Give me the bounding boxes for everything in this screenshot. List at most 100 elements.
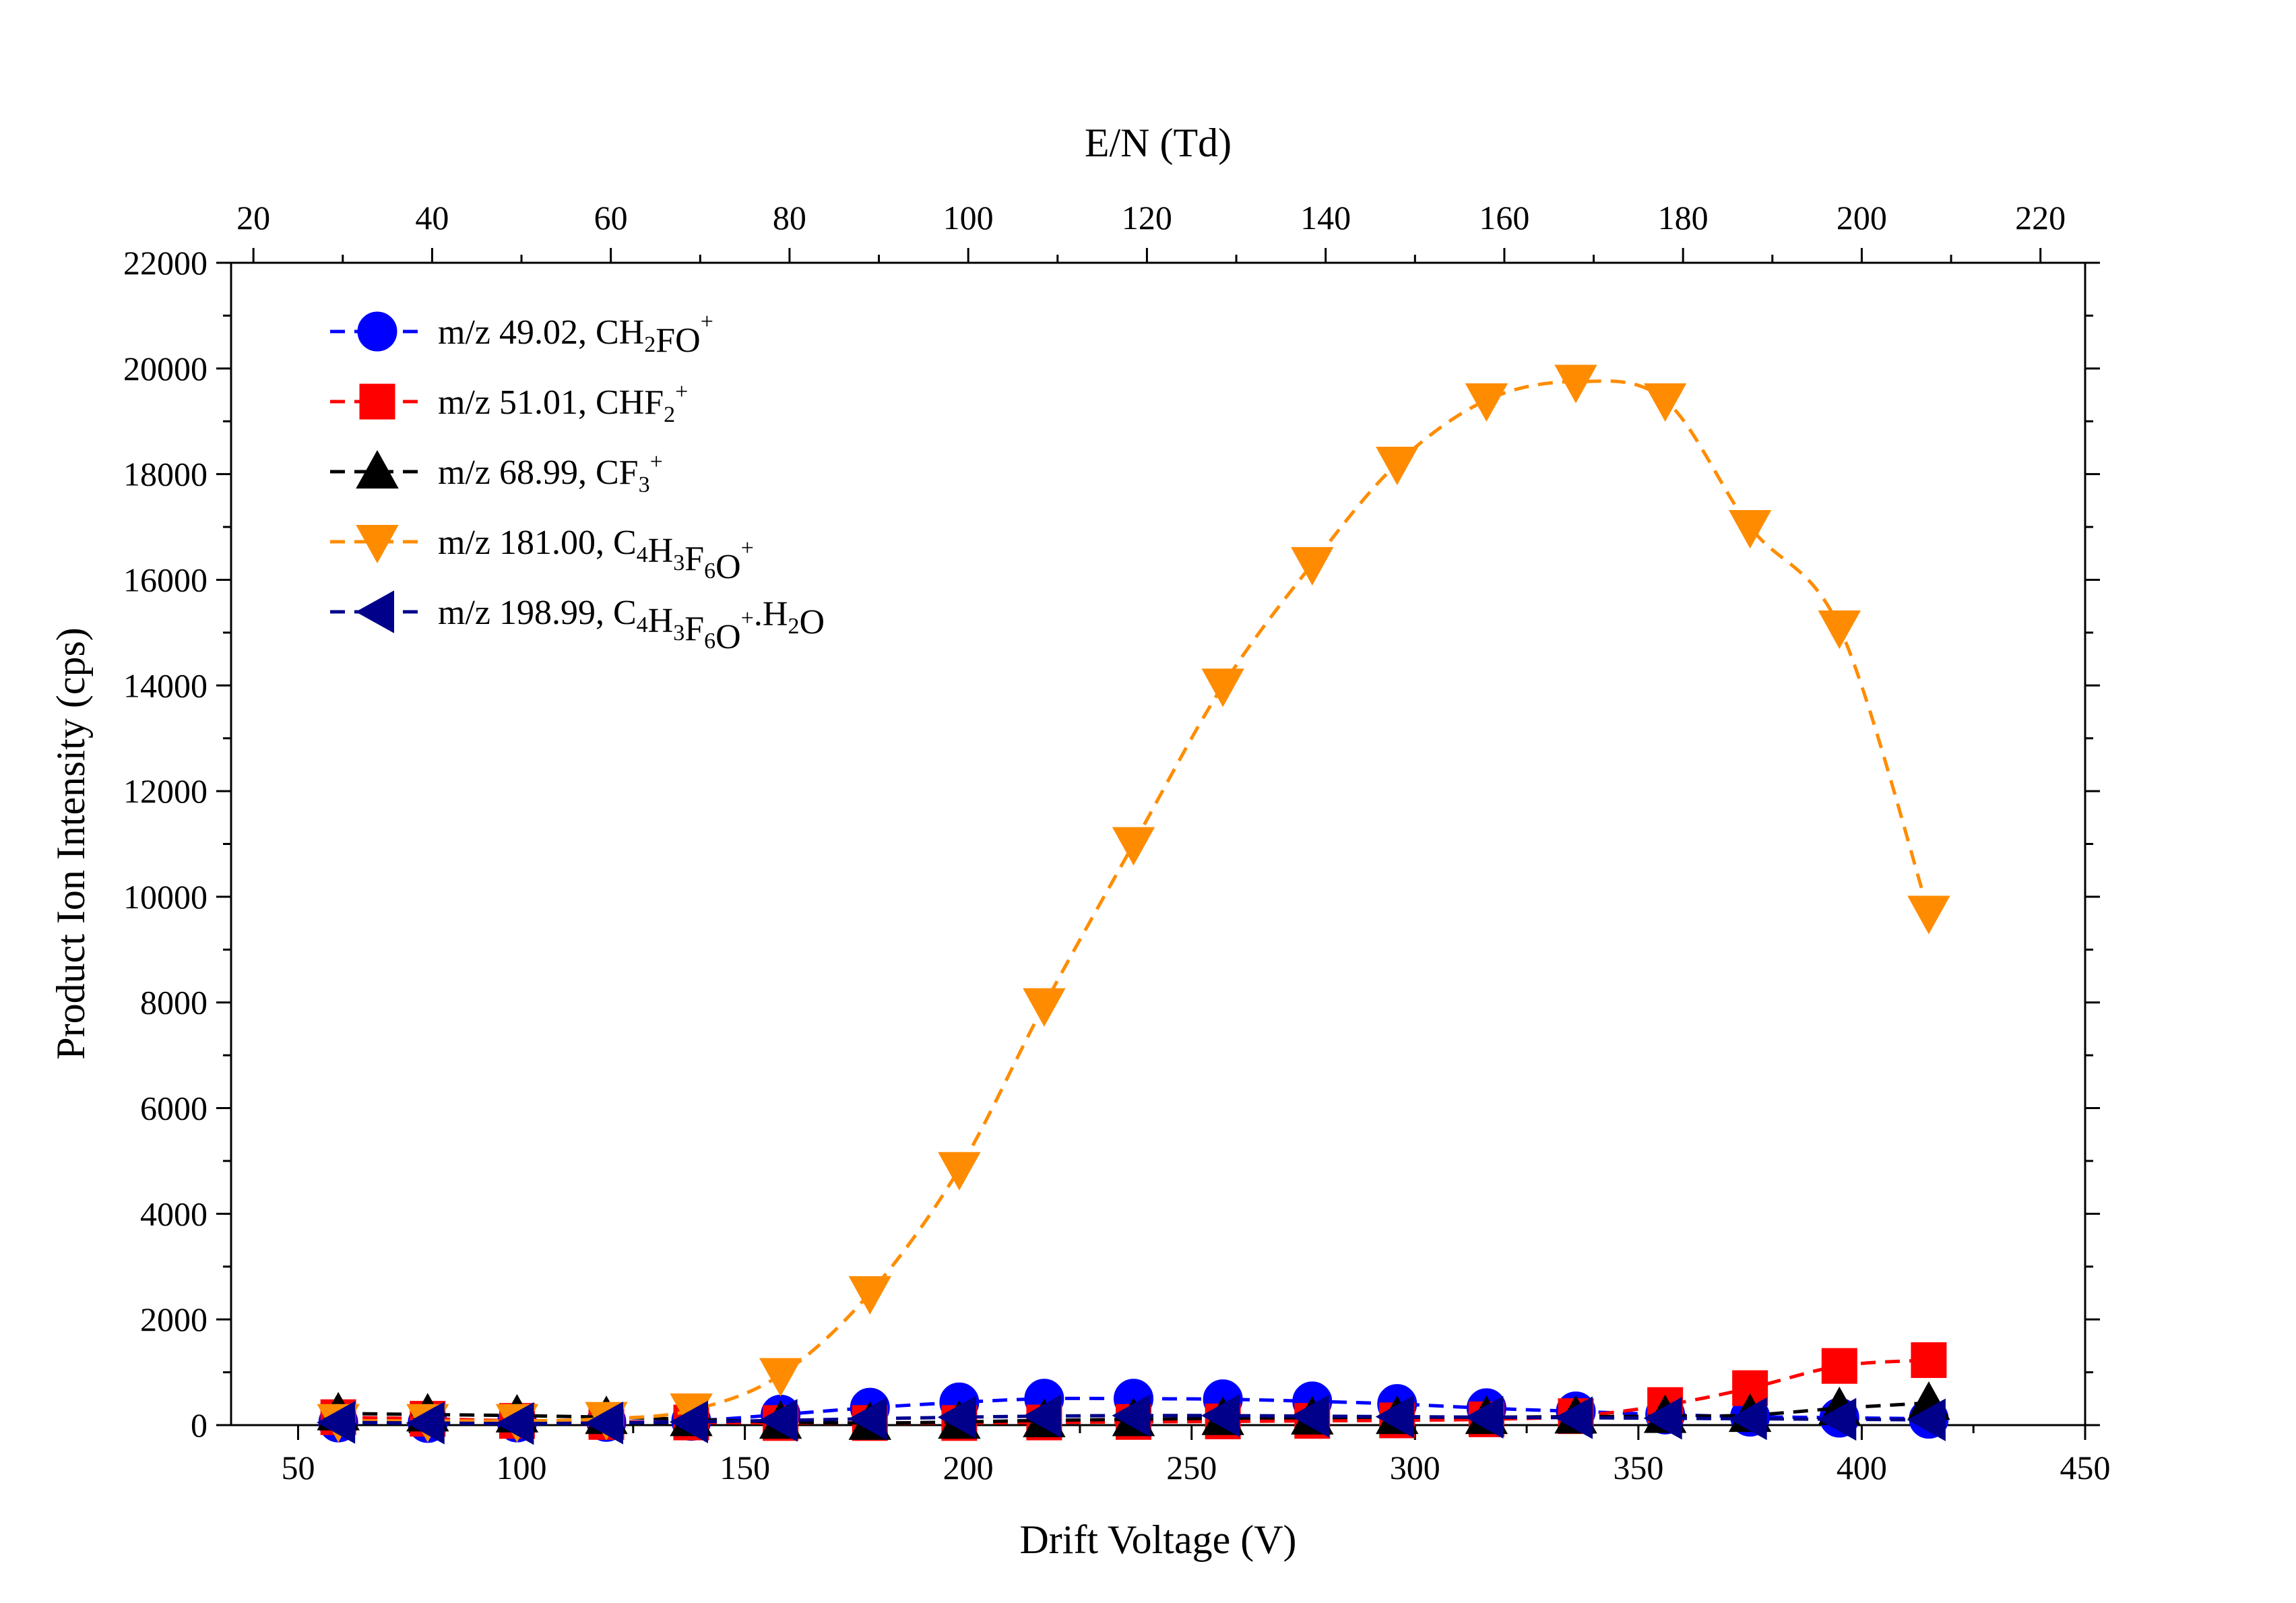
legend-text-part: FO (656, 321, 700, 360)
data-point (495, 1402, 534, 1445)
legend-text-part: F (684, 540, 704, 578)
legend-text-part: 2 (664, 402, 675, 427)
legend-text-part: m/z 51.01, CHF (438, 383, 664, 422)
data-point (1023, 988, 1066, 1027)
data-point (1643, 383, 1687, 422)
x-axis-top: 20 40 60 80 100 120 140 160 180 200 220 (236, 199, 2066, 263)
series-line (338, 379, 1931, 1423)
legend-entry: m/z 49.02, CH2FO+ (330, 309, 713, 360)
legend-text-part: 3 (673, 551, 684, 575)
x2-tick-label: 100 (943, 199, 994, 237)
x-tick-label: 150 (720, 1449, 770, 1486)
x2-tick-label: 140 (1300, 199, 1351, 237)
x-tick-label: 300 (1390, 1449, 1440, 1486)
legend-text-part: + (650, 449, 663, 474)
x2-tick-label: 40 (415, 199, 449, 237)
legend-marker (357, 311, 397, 352)
data-point (406, 1402, 445, 1445)
legend-text-part: F (684, 610, 704, 648)
legend-text-part: .H (754, 595, 788, 633)
x-tick-label: 250 (1166, 1449, 1217, 1486)
data-point (1465, 1395, 1504, 1439)
legend-text-part: 3 (673, 621, 684, 646)
data-point (1554, 1396, 1593, 1439)
data-point (1818, 1397, 1857, 1441)
y-tick-label: 22000 (123, 244, 208, 282)
x-axis-bottom: 50 100 150 200 250 300 350 400 450 (281, 1425, 2111, 1486)
legend-text-part: m/z 68.99, CF (438, 453, 639, 492)
data-point (848, 1276, 891, 1315)
data-point (1112, 1394, 1151, 1437)
data-point (1201, 1394, 1240, 1437)
x-tick-label: 200 (943, 1449, 994, 1486)
x-tick-label: 350 (1613, 1449, 1663, 1486)
legend-text-part: O (715, 618, 741, 656)
data-point (317, 1401, 356, 1444)
x2-tick-label: 180 (1658, 199, 1709, 237)
legend: m/z 49.02, CH2FO+m/z 51.01, CHF2+m/z 68.… (330, 309, 825, 656)
data-point (1201, 668, 1244, 708)
data-point (669, 1400, 709, 1443)
data-point (1290, 1394, 1329, 1438)
data-point (1022, 1394, 1061, 1438)
y-tick-label: 20000 (123, 350, 208, 387)
data-point (937, 1395, 976, 1439)
y-tick-label: 18000 (123, 455, 208, 493)
legend-text-part: m/z 181.00, C (438, 524, 637, 562)
legend-text-part: + (741, 536, 754, 561)
legend-text-part: O (799, 603, 825, 641)
legend-entry: m/z 181.00, C4H3F6O+ (330, 524, 754, 586)
y-tick-label: 16000 (123, 561, 208, 598)
y-tick-label: 6000 (140, 1090, 208, 1127)
x2-tick-label: 20 (236, 199, 270, 237)
data-point (1728, 1397, 1767, 1441)
legend-label: m/z 51.01, CHF2+ (438, 379, 688, 427)
y-axis-title: Product Ion Intensity (cps) (49, 627, 93, 1060)
data-point (759, 1358, 802, 1397)
legend-text-part: H (648, 532, 674, 570)
data-point (1376, 446, 1419, 486)
legend-text-part: O (715, 548, 741, 586)
x-tick-label: 400 (1837, 1449, 1887, 1486)
data-point (1818, 610, 1861, 650)
data-point (938, 1152, 981, 1191)
y-tick-label: 14000 (123, 666, 208, 704)
legend-label: m/z 68.99, CF3+ (438, 449, 663, 497)
legend-entry: m/z 198.99, C4H3F6O+.H2O (330, 590, 825, 656)
data-point (1375, 1395, 1414, 1439)
data-point (1291, 546, 1334, 586)
legend-text-part: 4 (637, 542, 648, 567)
x-axis-title: Drift Voltage (V) (1019, 1517, 1296, 1562)
y-tick-label: 10000 (123, 878, 208, 916)
y-tick-label: 0 (191, 1406, 208, 1444)
legend-marker (356, 525, 399, 564)
data-point (1907, 895, 1950, 935)
series-layer (317, 365, 1950, 1445)
y-tick-label: 2000 (140, 1300, 208, 1338)
legend-text-part: 2 (788, 614, 799, 639)
y-tick-label: 12000 (123, 772, 208, 810)
legend-label: m/z 181.00, C4H3F6O+ (438, 524, 754, 586)
legend-label: m/z 198.99, C4H3F6O+.H2O (438, 594, 825, 656)
data-point (1911, 1342, 1947, 1379)
data-point (1465, 383, 1508, 422)
legend-entry: m/z 51.01, CHF2+ (330, 379, 688, 427)
y-axis-left: 0 2000 4000 6000 8000 10000 12000 14000 16000 180… (123, 244, 231, 1444)
x2-tick-label: 200 (1837, 199, 1887, 237)
legend-text-part: + (741, 606, 754, 631)
legend-text-part: 6 (704, 559, 715, 584)
y-axis-right (2085, 261, 2100, 1426)
y-tick-label: 4000 (140, 1195, 208, 1232)
data-point (584, 1402, 624, 1445)
data-point (759, 1399, 798, 1442)
legend-label: m/z 49.02, CH2FO+ (438, 309, 713, 360)
data-point (1907, 1398, 1946, 1441)
x-tick-label: 50 (281, 1449, 315, 1486)
data-point (848, 1397, 887, 1441)
legend-marker (359, 383, 395, 420)
legend-entry: m/z 68.99, CF3+ (330, 449, 663, 497)
legend-text-part: 2 (644, 332, 656, 357)
series-5 (317, 1394, 1946, 1445)
x2-tick-label: 160 (1479, 199, 1529, 237)
